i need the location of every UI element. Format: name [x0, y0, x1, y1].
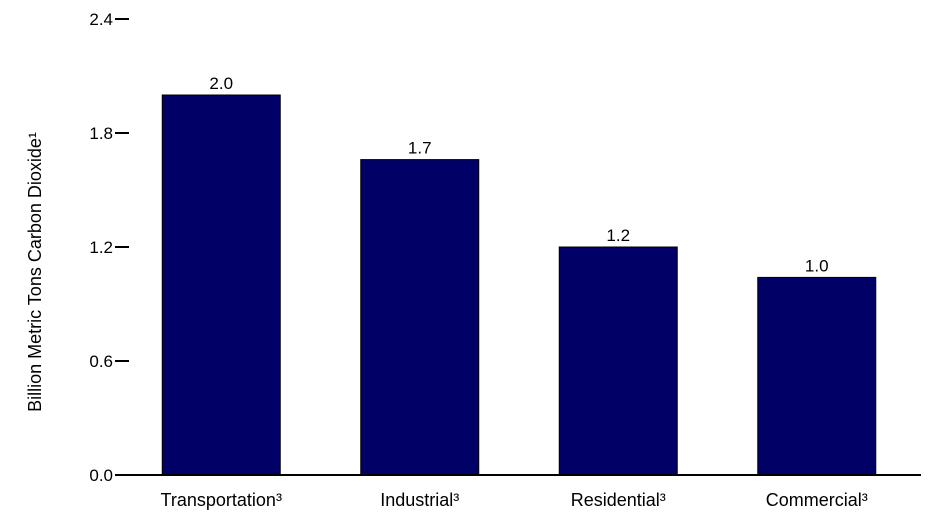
y-tick-label: 1.2	[89, 238, 113, 257]
y-tick-label: 0.0	[89, 466, 113, 485]
bar	[360, 159, 480, 476]
data-label: 1.2	[606, 226, 630, 245]
y-tick-label: 2.4	[89, 10, 113, 29]
bar	[161, 94, 281, 476]
data-label: 1.7	[408, 139, 432, 158]
data-label: 2.0	[209, 74, 233, 93]
x-tick-label: Transportation³	[161, 490, 282, 510]
bars	[161, 94, 877, 476]
bar	[757, 276, 877, 476]
bar	[558, 246, 678, 476]
y-tick-label: 0.6	[89, 352, 113, 371]
value-labels: 2.0 1.7 1.2 1.0	[209, 74, 828, 275]
x-tick-label: Commercial³	[766, 490, 868, 510]
data-label: 1.0	[805, 256, 829, 275]
y-axis: 0.0 0.6 1.2 1.8 2.4	[89, 10, 129, 485]
x-tick-label: Industrial³	[380, 490, 459, 510]
y-axis-title: Billion Metric Tons Carbon Dioxide¹	[25, 132, 45, 412]
y-tick-label: 1.8	[89, 124, 113, 143]
x-tick-label: Residential³	[571, 490, 666, 510]
x-axis: Transportation³ Industrial³ Residential³ Co…	[161, 490, 868, 510]
